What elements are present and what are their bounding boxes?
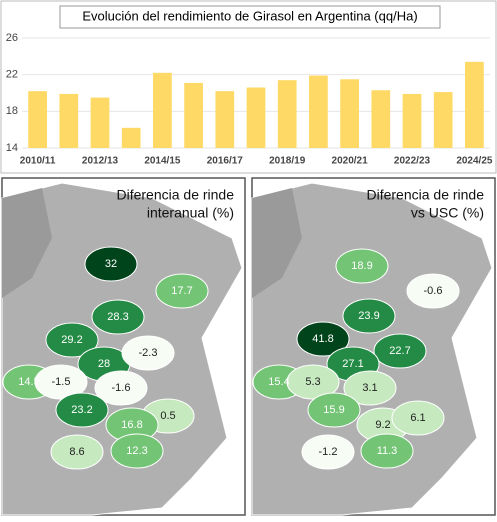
x-tick-label: 2018/19 bbox=[269, 156, 306, 167]
region bbox=[335, 248, 389, 284]
y-tick-label: 14 bbox=[6, 142, 18, 154]
map-title: Diferencia de rinde bbox=[116, 187, 234, 203]
region-label: 9.2 bbox=[375, 419, 390, 431]
region-label: 41.8 bbox=[312, 333, 333, 345]
region-label: 27.1 bbox=[342, 358, 363, 370]
y-tick-label: 22 bbox=[6, 69, 18, 81]
region bbox=[296, 321, 350, 357]
region-label: 3.1 bbox=[362, 382, 377, 394]
region bbox=[110, 433, 164, 469]
bar bbox=[28, 91, 47, 148]
region bbox=[94, 370, 148, 406]
maps: 32 17.7 28.3 29.2 28 -2.3 14.5 -1.5 -1.6 23.2 0.5 1… bbox=[1, 177, 496, 516]
bar bbox=[153, 72, 172, 148]
region bbox=[34, 364, 88, 400]
region-label: 23.2 bbox=[71, 404, 92, 416]
region-label: 12.3 bbox=[126, 445, 147, 457]
region-label: -1.5 bbox=[52, 376, 71, 388]
y-tick-label: 26 bbox=[6, 32, 18, 44]
neighbor bbox=[252, 188, 302, 298]
region-label: -1.6 bbox=[112, 382, 131, 394]
bar bbox=[59, 93, 79, 148]
region-label: 14.5 bbox=[18, 376, 39, 388]
region-label: 8.6 bbox=[69, 446, 84, 458]
region-label: 6.1 bbox=[410, 412, 425, 424]
region bbox=[406, 273, 460, 309]
region-label: 22.7 bbox=[389, 345, 410, 357]
region-label: 28 bbox=[98, 358, 110, 370]
map-title: interanual (%) bbox=[147, 205, 234, 221]
bar bbox=[184, 82, 203, 148]
region bbox=[155, 273, 209, 309]
region bbox=[91, 299, 145, 335]
bar bbox=[402, 93, 422, 148]
region bbox=[121, 335, 175, 371]
region-label: 18.9 bbox=[351, 260, 372, 272]
map-title: vs USC (%) bbox=[411, 205, 484, 221]
bar bbox=[215, 91, 235, 148]
region bbox=[55, 392, 109, 428]
map-panel: 18.9 -0.6 23.9 41.8 22.7 27.1 15.4 5.3 3.1 15.9 9.… bbox=[251, 177, 496, 516]
x-tick-label: 2022/23 bbox=[394, 156, 431, 167]
region bbox=[391, 400, 445, 436]
region-label: 0.5 bbox=[160, 410, 175, 422]
neighbor bbox=[2, 188, 52, 298]
x-tick-label: 2020/21 bbox=[332, 156, 369, 167]
x-tick-label: 2010/11 bbox=[20, 156, 56, 167]
region-label: 16.8 bbox=[121, 419, 142, 431]
region bbox=[50, 434, 104, 470]
region-label: 17.7 bbox=[171, 285, 192, 297]
title-box bbox=[59, 5, 441, 29]
region-label: -1.2 bbox=[319, 446, 338, 458]
region-label: -0.6 bbox=[424, 285, 443, 297]
y-tick-label: 18 bbox=[6, 105, 18, 117]
region bbox=[301, 434, 355, 470]
land bbox=[1, 182, 243, 516]
region bbox=[360, 433, 414, 469]
bar bbox=[465, 61, 484, 149]
x-tick-label: 2012/13 bbox=[82, 156, 119, 167]
region bbox=[84, 246, 138, 282]
region-label: 32 bbox=[105, 258, 117, 270]
bar bbox=[246, 87, 266, 148]
region bbox=[286, 364, 340, 400]
chart-title: Evolución del rendimiento de Girasol en … bbox=[82, 8, 417, 23]
region-label: 23.9 bbox=[358, 310, 379, 322]
region-label: 11.3 bbox=[377, 445, 398, 457]
map-title: Diferencia de rinde bbox=[366, 187, 484, 203]
bar bbox=[90, 97, 110, 148]
x-tick-label: 2014/15 bbox=[144, 156, 181, 167]
region-label: 28.3 bbox=[107, 311, 128, 323]
region bbox=[307, 392, 361, 428]
region bbox=[343, 370, 397, 406]
x-tick-label: 2016/17 bbox=[207, 156, 244, 167]
region-label: 15.9 bbox=[323, 404, 344, 416]
region-label: 29.2 bbox=[61, 334, 82, 346]
bar bbox=[121, 127, 141, 148]
bar bbox=[371, 90, 391, 148]
x-tick-label: 2024/25 bbox=[456, 156, 493, 167]
bar bbox=[277, 80, 297, 148]
map-panel: 32 17.7 28.3 29.2 28 -2.3 14.5 -1.5 -1.6 23.2 0.5 1… bbox=[1, 177, 246, 516]
bar bbox=[340, 79, 359, 148]
region bbox=[373, 333, 427, 369]
region bbox=[45, 322, 99, 358]
bar bbox=[309, 75, 328, 148]
bar bbox=[433, 92, 453, 148]
region-label: 15.4 bbox=[268, 376, 289, 388]
region-label: -2.3 bbox=[139, 347, 158, 359]
region-label: 5.3 bbox=[305, 376, 320, 388]
region bbox=[342, 298, 396, 334]
